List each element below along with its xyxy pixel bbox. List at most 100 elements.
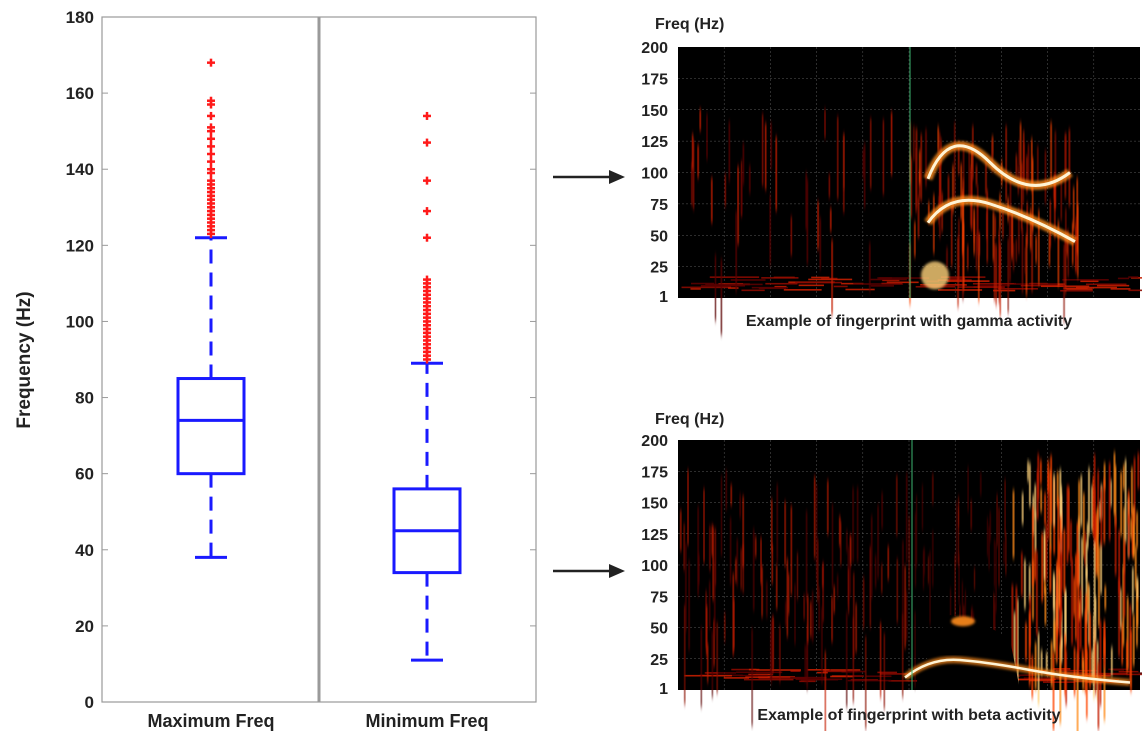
activity-mark [1024, 247, 1027, 274]
spectrogram-tick-label: 25 [650, 260, 668, 277]
activity-mark [1085, 649, 1088, 719]
activity-mark [812, 609, 814, 637]
activity-mark [807, 595, 809, 643]
activity-mark [1103, 463, 1106, 490]
activity-mark [1060, 637, 1063, 663]
y-tick-label: 180 [66, 8, 94, 27]
activity-mark [978, 233, 981, 256]
spectrogram-tick-label: 50 [650, 228, 668, 245]
activity-mark [840, 282, 864, 285]
activity-mark [1076, 523, 1079, 587]
activity-mark [908, 516, 910, 590]
activity-mark [996, 494, 998, 547]
activity-mark [806, 625, 808, 690]
activity-mark [901, 614, 904, 698]
activity-mark [1085, 542, 1088, 579]
activity-mark [949, 278, 966, 280]
activity-mark [902, 541, 904, 640]
activity-mark [973, 208, 975, 255]
activity-mark [1066, 288, 1093, 290]
activity-mark [993, 243, 996, 301]
activity-mark [798, 284, 824, 287]
activity-mark [1134, 545, 1137, 590]
activity-mark [716, 622, 718, 693]
activity-mark [1073, 577, 1076, 617]
activity-mark [966, 244, 969, 270]
activity-mark [947, 175, 950, 207]
activity-mark [1047, 471, 1050, 540]
y-tick-label: 100 [66, 312, 94, 331]
arrow-to-beta [553, 564, 625, 578]
activity-mark [1097, 284, 1130, 287]
activity-mark [847, 568, 850, 614]
activity-mark [1076, 178, 1079, 254]
activity-mark [1011, 584, 1014, 660]
activity-mark [833, 585, 835, 614]
activity-mark [1034, 512, 1037, 553]
activity-mark [1053, 173, 1055, 200]
activity-mark [1073, 647, 1076, 696]
y-tick-label: 20 [75, 617, 94, 636]
activity-mark [706, 114, 708, 160]
activity-mark [958, 218, 960, 284]
activity-mark [1021, 227, 1024, 293]
activity-mark [794, 583, 796, 645]
activity-mark [998, 507, 1000, 587]
spectrogram-tick-label: 150 [641, 496, 668, 513]
activity-mark [845, 612, 848, 708]
activity-mark [960, 163, 963, 220]
activity-mark [1061, 672, 1084, 674]
activity-mark [957, 142, 960, 175]
activity-mark [774, 285, 787, 288]
activity-mark [705, 605, 708, 656]
activity-mark [700, 627, 703, 708]
activity-mark [1097, 470, 1100, 536]
activity-mark [985, 160, 987, 195]
activity-mark [855, 603, 857, 653]
activity-mark [1054, 131, 1057, 209]
activity-mark [691, 134, 694, 170]
activity-mark [874, 555, 877, 588]
activity-mark [852, 487, 854, 563]
activity-mark [879, 622, 882, 699]
spectrogram-tick-label: 100 [641, 558, 668, 575]
activity-mark [805, 172, 807, 230]
activity-mark [1026, 155, 1028, 193]
activity-mark [1123, 507, 1126, 573]
spectrogram-tick-label: 150 [641, 103, 668, 120]
activity-mark [818, 587, 820, 630]
activity-mark [925, 129, 927, 187]
activity-mark [920, 134, 923, 201]
activity-mark [680, 510, 682, 552]
activity-mark [1068, 129, 1071, 207]
activity-mark [1048, 233, 1051, 266]
activity-mark [830, 669, 861, 671]
activity-mark [1128, 276, 1139, 278]
activity-mark [946, 247, 948, 269]
outlier-point [207, 134, 215, 143]
activity-mark [1079, 588, 1082, 650]
activity-mark [1028, 463, 1031, 507]
activity-mark [1093, 454, 1096, 540]
activity-mark [1044, 678, 1083, 681]
activity-mark [711, 178, 713, 223]
activity-mark [1065, 208, 1067, 252]
activity-mark [1126, 596, 1129, 671]
beta-spectrogram: Freq (Hz) 200 175 150 125 100 75 50 25 1 Example… [641, 411, 1142, 731]
activity-mark [1034, 484, 1037, 518]
spectrogram-tick-label: 25 [650, 652, 668, 669]
y-axis-ticks: 0 20 40 60 80 100 120 140 160 180 [66, 8, 536, 712]
activity-mark [683, 523, 685, 571]
activity-mark [879, 673, 911, 675]
activity-mark [853, 283, 904, 285]
spectrogram-caption: Example of fingerprint with gamma activi… [746, 313, 1072, 330]
activity-mark [970, 500, 972, 530]
activity-mark [1058, 568, 1061, 607]
activity-mark [1099, 501, 1102, 520]
activity-mark [1082, 658, 1085, 690]
activity-mark [795, 281, 843, 284]
activity-mark [952, 165, 954, 213]
activity-mark [1114, 465, 1117, 526]
spectrogram-tick-label: 175 [641, 71, 668, 88]
activity-mark [1022, 130, 1025, 183]
